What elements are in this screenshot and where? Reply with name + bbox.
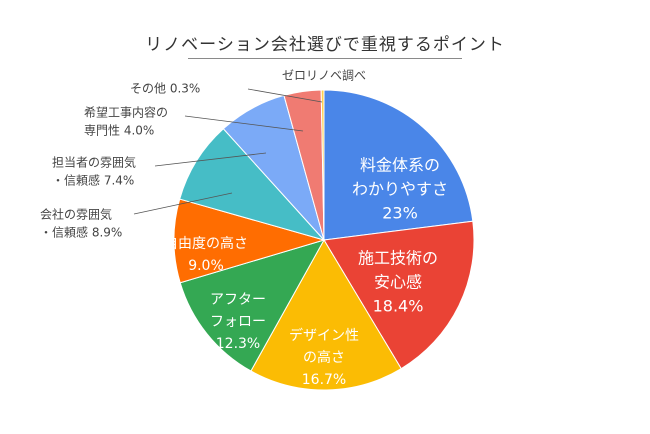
leader-line-6: [154, 152, 267, 167]
slice-label-5: ・信頼感 8.9%: [40, 225, 122, 240]
chart-title: リノベーション会社選びで重視するポイント: [145, 35, 505, 55]
slice-label-1: 安心感: [374, 273, 422, 292]
slice-label-6: 担当者の雰囲気: [52, 155, 136, 170]
slice-label-1: 施工技術の: [358, 249, 438, 268]
slice-value-1: 18.4%: [373, 297, 424, 316]
slice-label-2: デザイン性: [289, 327, 359, 344]
pie-slice-3: [179, 239, 326, 372]
slice-value-0: 23%: [382, 204, 418, 223]
title-divider: [188, 58, 462, 59]
pie-slice-1: [323, 220, 475, 370]
slice-label-5: 会社の雰囲気: [40, 207, 112, 222]
slice-label-0: わかりやすさ: [352, 180, 448, 199]
slice-label-8: その他 0.3%: [130, 82, 200, 96]
leader-line-7: [184, 115, 304, 132]
pie-slice-2: [250, 239, 402, 391]
slice-label-0: 料金体系の: [360, 156, 440, 175]
slice-label-3: アフター: [210, 292, 266, 308]
slice-value-2: 16.7%: [302, 372, 346, 388]
pie-slice-4: [173, 198, 326, 284]
slice-value-4: 9.0%: [188, 258, 224, 274]
slice-label-4: 自由度の高さ: [164, 235, 248, 252]
slice-label-6: ・信頼感 7.4%: [52, 173, 134, 188]
slice-label-2: の高さ: [303, 349, 345, 366]
leader-line-8: [247, 88, 323, 103]
pie-slice-8: [320, 89, 325, 241]
slice-label-3: フォロー: [210, 314, 266, 330]
pie-slice-0: [323, 89, 474, 241]
slice-value-3: 12.3%: [216, 336, 260, 352]
source-note: ゼロリノベ調べ: [282, 69, 366, 83]
slice-label-7: 専門性 4.0%: [84, 124, 154, 138]
slice-label-7: 希望工事内容の: [84, 105, 168, 120]
leader-line-5: [133, 192, 233, 215]
